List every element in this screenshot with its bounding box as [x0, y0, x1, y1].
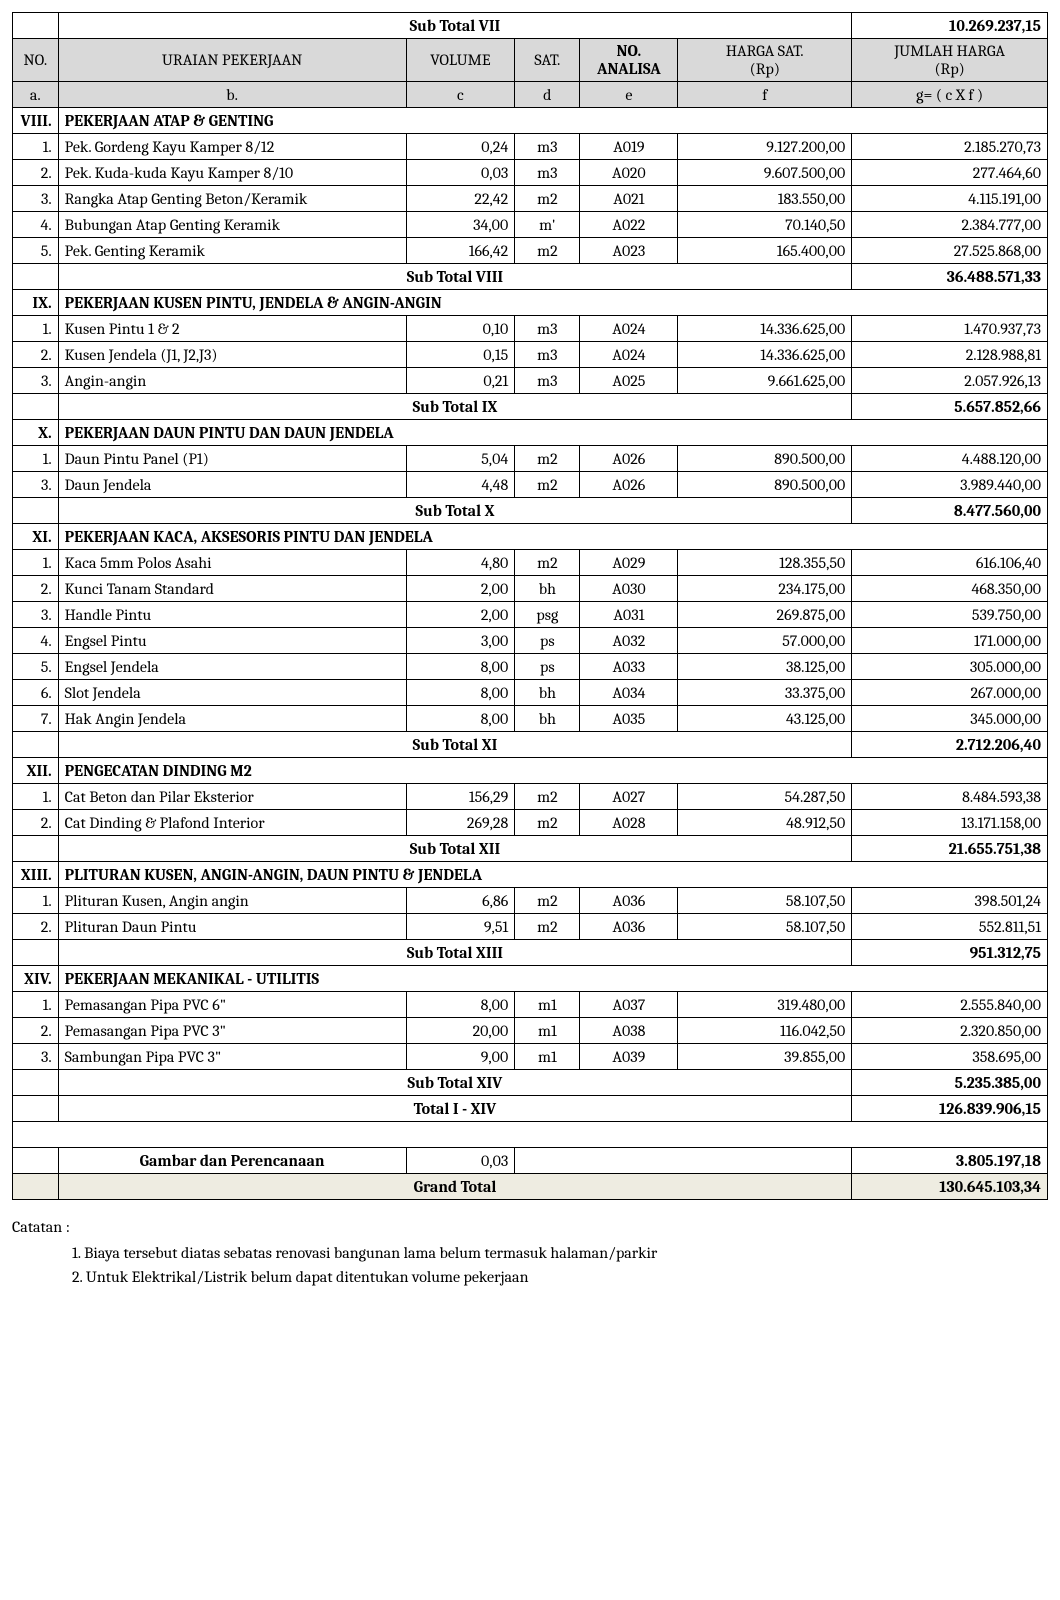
table-row: 1.Plituran Kusen, Angin angin6,86m2A0365… — [13, 888, 1048, 914]
table-row: 2.Kusen Jendela (J1, J2,J3)0,15m3A02414.… — [13, 342, 1048, 368]
section-header-row: XIV.PEKERJAAN MEKANIKAL - UTILITIS — [13, 966, 1048, 992]
table-row: 2.Kunci Tanam Standard2,00bhA030234.175,… — [13, 576, 1048, 602]
notes-section: Catatan : 1. Biaya tersebut diatas sebat… — [12, 1218, 1048, 1286]
subtotal-row: Sub Total VII10.269.237,15 — [13, 13, 1048, 39]
table-row: 3.Angin-angin0,21m3A0259.661.625,002.057… — [13, 368, 1048, 394]
grand-total-row: Grand Total130.645.103,34 — [13, 1174, 1048, 1200]
section-header-row: XIII.PLITURAN KUSEN, ANGIN-ANGIN, DAUN P… — [13, 862, 1048, 888]
table-row: 3.Sambungan Pipa PVC 3"9,00m1A03939.855,… — [13, 1044, 1048, 1070]
table-row: 2.Cat Dinding & Plafond Interior269,28m2… — [13, 810, 1048, 836]
section-header-row: VIII.PEKERJAAN ATAP & GENTING — [13, 108, 1048, 134]
subtotal-row: Sub Total XII21.655.751,38 — [13, 836, 1048, 862]
table-row: 5.Engsel Jendela8,00psA03338.125,00305.0… — [13, 654, 1048, 680]
table-row: 2.Pemasangan Pipa PVC 3"20,00m1A038116.0… — [13, 1018, 1048, 1044]
section-header-row: XI.PEKERJAAN KACA, AKSESORIS PINTU DAN J… — [13, 524, 1048, 550]
subtotal-row: Sub Total IX5.657.852,66 — [13, 394, 1048, 420]
section-header-row: IX.PEKERJAAN KUSEN PINTU, JENDELA & ANGI… — [13, 290, 1048, 316]
section-header-row: X.PEKERJAAN DAUN PINTU DAN DAUN JENDELA — [13, 420, 1048, 446]
table-row: 5.Pek. Genting Keramik166,42m2A023165.40… — [13, 238, 1048, 264]
subtotal-row: Sub Total X8.477.560,00 — [13, 498, 1048, 524]
total-row: Total I - XIV126.839.906,15 — [13, 1096, 1048, 1122]
subtotal-row: Sub Total XIV5.235.385,00 — [13, 1070, 1048, 1096]
table-row: 6.Slot Jendela8,00bhA03433.375,00267.000… — [13, 680, 1048, 706]
table-row: 1.Cat Beton dan Pilar Eksterior156,29m2A… — [13, 784, 1048, 810]
table-row: 3.Daun Jendela4,48m2A026890.500,003.989.… — [13, 472, 1048, 498]
subtotal-row: Sub Total XI2.712.206,40 — [13, 732, 1048, 758]
table-row: 1.Pemasangan Pipa PVC 6"8,00m1A037319.48… — [13, 992, 1048, 1018]
notes-item: 2. Untuk Elektrikal/Listrik belum dapat … — [72, 1268, 1048, 1286]
table-row: 7.Hak Angin Jendela8,00bhA03543.125,0034… — [13, 706, 1048, 732]
extra-line-row: Gambar dan Perencanaan0,033.805.197,18 — [13, 1148, 1048, 1174]
boq-table: Sub Total VII10.269.237,15NO.URAIAN PEKE… — [12, 12, 1048, 1200]
table-row: 2.Plituran Daun Pintu9,51m2A03658.107,50… — [13, 914, 1048, 940]
table-row: 2.Pek. Kuda-kuda Kayu Kamper 8/100,03m3A… — [13, 160, 1048, 186]
table-row: 4.Bubungan Atap Genting Keramik34,00m'A0… — [13, 212, 1048, 238]
subtotal-row: Sub Total VIII36.488.571,33 — [13, 264, 1048, 290]
table-row: 4.Engsel Pintu3,00psA03257.000,00171.000… — [13, 628, 1048, 654]
column-subheader-row: a.b.cdefg= ( c X f ) — [13, 82, 1048, 108]
table-row: 3.Handle Pintu2,00psgA031269.875,00539.7… — [13, 602, 1048, 628]
notes-item: 1. Biaya tersebut diatas sebatas renovas… — [72, 1244, 1048, 1262]
table-row: 3.Rangka Atap Genting Beton/Keramik22,42… — [13, 186, 1048, 212]
table-row: 1.Kaca 5mm Polos Asahi4,80m2A029128.355,… — [13, 550, 1048, 576]
table-row: 1.Daun Pintu Panel (P1)5,04m2A026890.500… — [13, 446, 1048, 472]
notes-title: Catatan : — [12, 1218, 1048, 1236]
spacer-row — [13, 1122, 1048, 1148]
table-row: 1.Pek. Gordeng Kayu Kamper 8/120,24m3A01… — [13, 134, 1048, 160]
column-header-row: NO.URAIAN PEKERJAANVOLUMESAT.NO.ANALISAH… — [13, 39, 1048, 82]
table-row: 1.Kusen Pintu 1 & 20,10m3A02414.336.625,… — [13, 316, 1048, 342]
section-header-row: XII.PENGECATAN DINDING M2 — [13, 758, 1048, 784]
subtotal-row: Sub Total XIII951.312,75 — [13, 940, 1048, 966]
